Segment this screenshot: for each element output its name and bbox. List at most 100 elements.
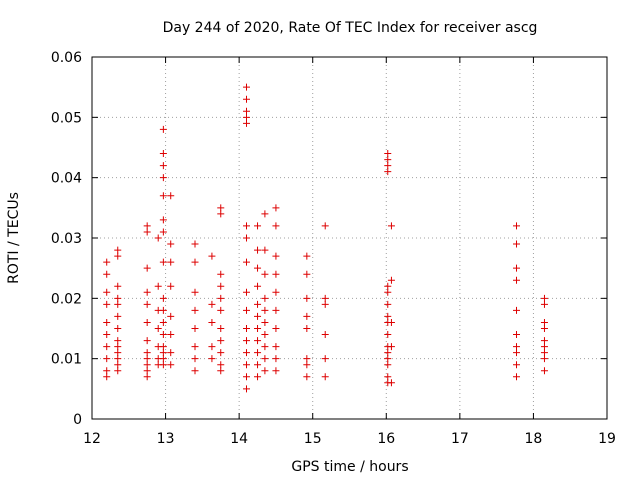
- data-point: [261, 343, 269, 351]
- data-point: [159, 294, 167, 302]
- data-point: [143, 222, 151, 230]
- data-point: [243, 107, 250, 115]
- data-point: [261, 367, 269, 375]
- data-point: [321, 355, 329, 363]
- data-point: [103, 331, 111, 339]
- data-point: [159, 318, 167, 326]
- data-point: [159, 258, 167, 266]
- data-point: [540, 343, 548, 351]
- data-point: [272, 355, 280, 363]
- plot-frame: [91, 56, 608, 420]
- data-point: [384, 150, 392, 158]
- data-point: [208, 355, 216, 363]
- data-point: [114, 325, 122, 332]
- data-point: [513, 331, 521, 339]
- data-point: [114, 367, 122, 375]
- data-point: [254, 282, 262, 290]
- data-point: [387, 343, 395, 351]
- data-point: [217, 294, 225, 302]
- data-point: [254, 300, 262, 308]
- data-point: [208, 252, 216, 260]
- data-point: [321, 294, 329, 302]
- data-point: [191, 258, 199, 266]
- grid-lines: [92, 57, 607, 419]
- y-tick-label: 0.03: [51, 231, 82, 247]
- axis-ticks: 0 0.01 0.02 0.03 0.04 0.05 0.06 12 13 14 15 16 17 18 1…: [51, 50, 616, 447]
- data-point: [243, 234, 250, 242]
- data-point: [191, 343, 199, 351]
- data-point: [191, 355, 199, 363]
- data-point: [143, 264, 151, 272]
- data-point: [114, 294, 122, 302]
- data-point: [208, 343, 216, 351]
- data-point: [513, 373, 521, 381]
- data-point: [261, 270, 269, 278]
- data-point: [303, 355, 311, 363]
- data-point: [272, 367, 280, 375]
- data-point: [384, 373, 392, 381]
- data-point: [384, 162, 392, 170]
- data-point: [243, 306, 250, 314]
- data-point: [114, 282, 122, 290]
- data-point: [217, 306, 225, 314]
- data-point: [254, 337, 262, 345]
- data-point: [154, 325, 162, 332]
- data-point: [513, 264, 521, 272]
- data-point: [321, 222, 329, 230]
- data-point: [513, 240, 521, 248]
- data-point: [208, 318, 216, 326]
- data-point: [191, 367, 199, 375]
- data-point: [243, 95, 250, 103]
- data-point: [540, 337, 548, 345]
- data-point: [254, 246, 262, 254]
- data-point: [159, 361, 167, 369]
- data-point: [143, 300, 151, 308]
- data-point: [243, 361, 250, 369]
- data-point: [384, 355, 392, 363]
- y-tick-label: 0.01: [51, 352, 82, 368]
- data-point: [159, 125, 167, 133]
- data-point: [103, 355, 111, 363]
- y-tick-label: 0.06: [51, 50, 82, 66]
- data-point: [243, 349, 250, 357]
- data-point: [303, 373, 311, 381]
- data-point: [261, 318, 269, 326]
- data-point: [114, 361, 122, 369]
- data-point: [303, 361, 311, 369]
- data-point: [243, 258, 250, 266]
- data-point: [384, 312, 392, 320]
- x-tick-label: 19: [598, 431, 616, 447]
- data-point: [154, 282, 162, 290]
- data-point: [303, 312, 311, 320]
- data-point: [384, 168, 392, 176]
- data-point: [384, 300, 392, 308]
- data-point: [387, 276, 395, 284]
- data-point: [143, 361, 151, 369]
- data-point: [191, 240, 199, 248]
- data-point: [513, 349, 521, 357]
- data-point: [114, 349, 122, 357]
- data-point: [159, 216, 167, 224]
- data-point: [513, 361, 521, 369]
- data-point: [217, 349, 225, 357]
- data-point: [159, 355, 167, 363]
- data-point: [384, 331, 392, 339]
- data-point: [272, 204, 280, 212]
- data-point: [143, 318, 151, 326]
- data-point: [167, 312, 175, 320]
- y-tick-label: 0.05: [51, 110, 82, 126]
- data-point: [143, 373, 151, 381]
- data-point: [143, 355, 151, 363]
- data-point: [103, 367, 111, 375]
- data-point: [191, 288, 199, 296]
- data-point: [217, 204, 225, 212]
- data-point: [243, 113, 250, 121]
- data-point: [167, 361, 175, 369]
- data-point: [384, 288, 392, 296]
- data-point: [159, 343, 167, 351]
- data-point: [513, 222, 521, 230]
- data-point: [387, 222, 395, 230]
- data-point: [272, 222, 280, 230]
- data-point: [167, 331, 175, 339]
- data-point: [321, 300, 329, 308]
